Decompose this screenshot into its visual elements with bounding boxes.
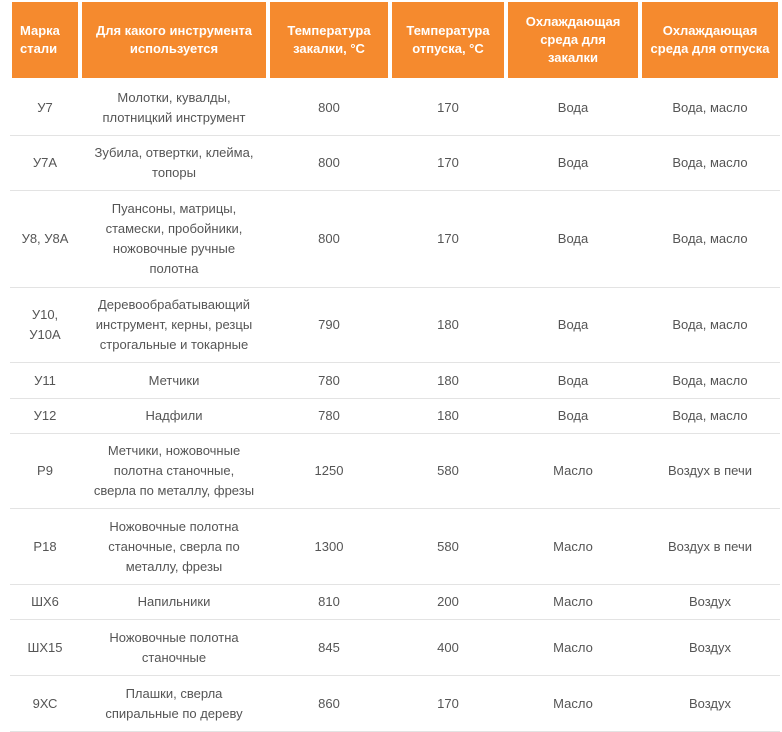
table-header: Марка стали Для какого инструмента испол… [10, 0, 780, 80]
table-row: У7А Зубила, отвертки, клейма, топоры 800 17… [10, 136, 780, 191]
table-cell: 9ХС [10, 676, 80, 732]
table-cell: 200 [390, 585, 506, 620]
table-row: ШХ15 Ножовочные полотна станочные 845 400 Ма… [10, 620, 780, 676]
table-cell: 1250 [268, 434, 390, 509]
table-cell: Вода [506, 191, 640, 288]
table-cell: 845 [268, 620, 390, 676]
table-cell: 780 [268, 363, 390, 399]
table-cell: 800 [268, 136, 390, 191]
table-body: У7 Молотки, кувалды, плотницкий инструмен… [10, 80, 780, 732]
table-row: Р18 Ножовочные полотна станочные, сверла … [10, 509, 780, 585]
header-cell: Охлаждающая среда для отпуска [640, 0, 780, 80]
header-cell: Охлаждающая среда для закалки [506, 0, 640, 80]
table-cell: 1300 [268, 509, 390, 585]
table-cell: Вода [506, 80, 640, 136]
table-cell: Вода, масло [640, 288, 780, 363]
table-cell: 170 [390, 676, 506, 732]
table-cell: Деревообрабатывающий инструмент, керны, … [80, 288, 268, 363]
table-cell: Зубила, отвертки, клейма, топоры [80, 136, 268, 191]
table-cell: У11 [10, 363, 80, 399]
table-cell: У7А [10, 136, 80, 191]
table-cell: 180 [390, 363, 506, 399]
table-cell: Вода, масло [640, 363, 780, 399]
table-row: У7 Молотки, кувалды, плотницкий инструмен… [10, 80, 780, 136]
table-cell: Масло [506, 620, 640, 676]
table-cell: 860 [268, 676, 390, 732]
table-cell: ШХ15 [10, 620, 80, 676]
table-cell: 170 [390, 191, 506, 288]
header-cell: Для какого инструмента используется [80, 0, 268, 80]
table-cell: Воздух [640, 620, 780, 676]
table-cell: Р9 [10, 434, 80, 509]
table-cell: Масло [506, 676, 640, 732]
table-cell: Воздух в печи [640, 509, 780, 585]
table-row: Р9 Метчики, ножовочные полотна станочные,… [10, 434, 780, 509]
table-cell: ШХ6 [10, 585, 80, 620]
table-cell: Надфили [80, 399, 268, 434]
steel-table: Марка стали Для какого инструмента испол… [10, 0, 780, 732]
table-cell: У10, У10А [10, 288, 80, 363]
table-cell: 170 [390, 136, 506, 191]
table-cell: Р18 [10, 509, 80, 585]
table-cell: Масло [506, 585, 640, 620]
table-cell: 800 [268, 80, 390, 136]
table-cell: 800 [268, 191, 390, 288]
table-cell: 170 [390, 80, 506, 136]
table-cell: Вода, масло [640, 399, 780, 434]
table-cell: Метчики [80, 363, 268, 399]
table-cell: Вода [506, 288, 640, 363]
table-cell: Плашки, сверла спиральные по дереву [80, 676, 268, 732]
table-row: У8, У8А Пуансоны, матрицы, стамески, проб… [10, 191, 780, 288]
table-cell: У7 [10, 80, 80, 136]
table-row: У11 Метчики 780 180 Вода Вода, масло [10, 363, 780, 399]
table-cell: 400 [390, 620, 506, 676]
table-cell: Воздух в печи [640, 434, 780, 509]
header-cell: Температура закалки, °С [268, 0, 390, 80]
table-cell: Напильники [80, 585, 268, 620]
table-cell: Вода [506, 136, 640, 191]
table-row: 9ХС Плашки, сверла спиральные по дереву 86… [10, 676, 780, 732]
table-cell: Вода, масло [640, 80, 780, 136]
table-row: ШХ6 Напильники 810 200 Масло Воздух [10, 585, 780, 620]
table-cell: 810 [268, 585, 390, 620]
table-row: У10, У10А Деревообрабатывающий инструмент… [10, 288, 780, 363]
table-cell: Вода [506, 399, 640, 434]
header-row: Марка стали Для какого инструмента испол… [10, 0, 780, 80]
table-cell: 780 [268, 399, 390, 434]
header-cell: Температура отпуска, °С [390, 0, 506, 80]
table-cell: Вода, масло [640, 136, 780, 191]
table-cell: Молотки, кувалды, плотницкий инструмент [80, 80, 268, 136]
header-cell: Марка стали [10, 0, 80, 80]
table-cell: 180 [390, 288, 506, 363]
table-cell: У8, У8А [10, 191, 80, 288]
table-cell: Метчики, ножовочные полотна станочные, с… [80, 434, 268, 509]
table-cell: Воздух [640, 585, 780, 620]
table-cell: Ножовочные полотна станочные [80, 620, 268, 676]
table-cell: Масло [506, 509, 640, 585]
table-cell: Воздух [640, 676, 780, 732]
table-cell: Ножовочные полотна станочные, сверла по … [80, 509, 268, 585]
table-cell: 790 [268, 288, 390, 363]
table-cell: 180 [390, 399, 506, 434]
table-cell: Масло [506, 434, 640, 509]
table-cell: Пуансоны, матрицы, стамески, пробойники,… [80, 191, 268, 288]
table-cell: У12 [10, 399, 80, 434]
table-cell: Вода [506, 363, 640, 399]
table-cell: 580 [390, 434, 506, 509]
table-row: У12 Надфили 780 180 Вода Вода, масло [10, 399, 780, 434]
table-cell: 580 [390, 509, 506, 585]
table-cell: Вода, масло [640, 191, 780, 288]
